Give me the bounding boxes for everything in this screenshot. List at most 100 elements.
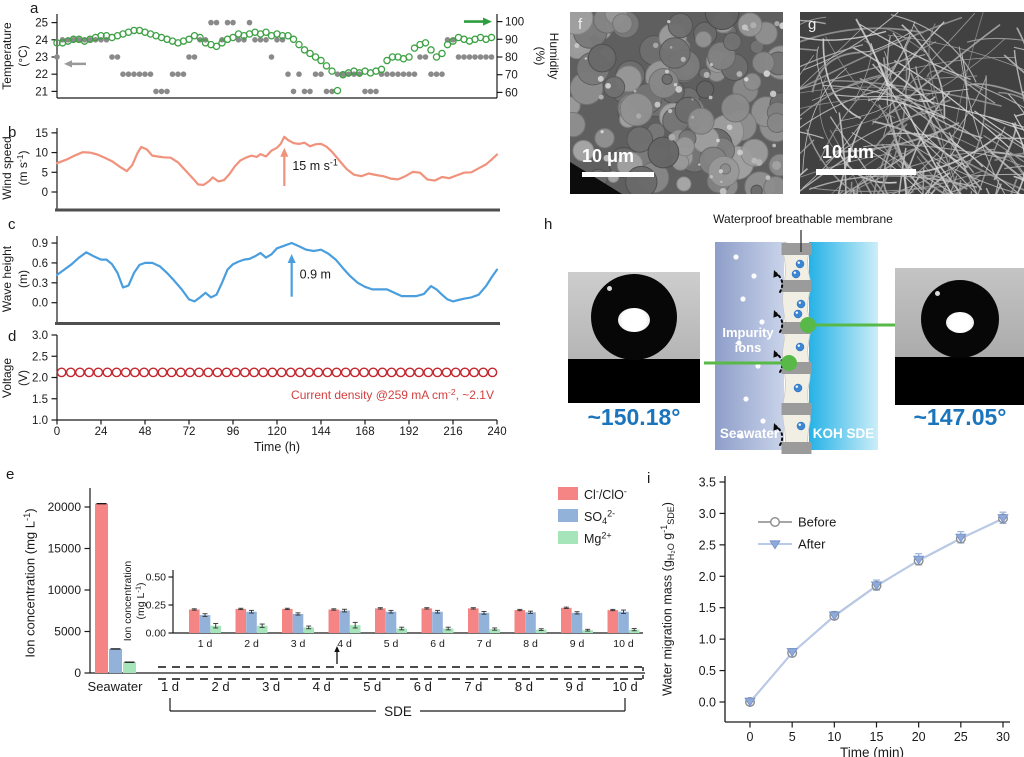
svg-text:0.25: 0.25 bbox=[146, 600, 167, 612]
svg-text:2.0: 2.0 bbox=[32, 373, 48, 385]
svg-text:7 d: 7 d bbox=[477, 638, 492, 650]
contact-angle-photo-right bbox=[895, 268, 1024, 405]
voltage-chart: 1.0 1.5 2.0 2.5 3.0 0 24 48 72 96 120 144 168 192 216 2… bbox=[0, 330, 506, 454]
panel-h-membrane-schematic: h Waterproof breathable membrane Impurit… bbox=[512, 200, 1024, 458]
svg-text:6 d: 6 d bbox=[414, 679, 432, 694]
svg-text:Voltage: Voltage bbox=[0, 358, 14, 398]
svg-text:10: 10 bbox=[35, 148, 48, 160]
panel-label-g: g bbox=[808, 16, 817, 33]
svg-text:25: 25 bbox=[954, 730, 968, 744]
svg-text:4 d: 4 d bbox=[337, 638, 352, 650]
water-droplet bbox=[921, 280, 999, 358]
svg-text:3 d: 3 d bbox=[262, 679, 280, 694]
svg-text:5000: 5000 bbox=[54, 625, 81, 639]
sample-base bbox=[895, 357, 1024, 405]
svg-text:1.5: 1.5 bbox=[32, 394, 48, 406]
svg-text:22: 22 bbox=[35, 69, 48, 81]
contact-angle-value-left: ~150.18° bbox=[587, 404, 681, 430]
svg-text:15: 15 bbox=[870, 730, 884, 744]
svg-text:9 d: 9 d bbox=[565, 679, 583, 694]
panel-c-wave-height-chart: 0.0 0.3 0.6 0.9 Wave height (m) 0.9 m c bbox=[0, 216, 512, 328]
sem-spheres-image bbox=[570, 12, 783, 194]
svg-text:0.3: 0.3 bbox=[32, 278, 48, 290]
svg-text:Cl-/ClO-: Cl-/ClO- bbox=[584, 487, 627, 502]
membrane-schematic-graphic bbox=[704, 230, 897, 454]
svg-text:5 d: 5 d bbox=[363, 679, 381, 694]
contact-angle-value-right: ~147.05° bbox=[913, 404, 1007, 430]
svg-text:Ion concentration: Ion concentration bbox=[122, 561, 134, 642]
svg-text:Seawater: Seawater bbox=[88, 679, 144, 694]
svg-text:Before: Before bbox=[798, 515, 836, 530]
svg-text:60: 60 bbox=[505, 87, 518, 99]
svg-text:15 m s-1: 15 m s-1 bbox=[292, 158, 338, 173]
svg-text:1 d: 1 d bbox=[198, 638, 213, 650]
panel-label-a: a bbox=[30, 0, 39, 17]
svg-text:7 d: 7 d bbox=[464, 679, 482, 694]
panel-f-sem-image: f 10 μm bbox=[570, 12, 783, 194]
svg-text:80: 80 bbox=[505, 52, 518, 64]
panel-g-sem-image: g 10 μm bbox=[800, 12, 1024, 194]
svg-text:192: 192 bbox=[399, 426, 418, 438]
temperature-humidity-chart: 21 22 23 24 25 60 70 80 90 100 Temperature (°C) Humi… bbox=[0, 14, 561, 99]
contact-angle-photo-left bbox=[568, 272, 700, 403]
svg-text:(mg L-1): (mg L-1) bbox=[134, 582, 148, 619]
svg-text:2.0: 2.0 bbox=[699, 570, 716, 584]
svg-text:72: 72 bbox=[183, 426, 196, 438]
svg-text:120: 120 bbox=[267, 426, 286, 438]
svg-text:240: 240 bbox=[487, 426, 506, 438]
scale-bar-label-g: 10 μm bbox=[822, 142, 875, 162]
scale-bar-f bbox=[582, 172, 654, 177]
panel-a-climate-chart: 21 22 23 24 25 60 70 80 90 100 Temperature (°C) Humi… bbox=[0, 0, 562, 106]
svg-text:20: 20 bbox=[912, 730, 926, 744]
panel-label-h: h bbox=[544, 216, 553, 233]
svg-text:30: 30 bbox=[996, 730, 1010, 744]
wind-speed-chart: 0 5 10 15 Wind speed (m s-1) 15 m s-1 bbox=[0, 128, 500, 212]
svg-text:0: 0 bbox=[74, 666, 81, 680]
membrane-label: Waterproof breathable membrane bbox=[713, 212, 893, 226]
svg-text:24: 24 bbox=[95, 426, 108, 438]
svg-text:10 d: 10 d bbox=[612, 679, 637, 694]
svg-text:SDE: SDE bbox=[384, 704, 412, 719]
svg-text:0.6: 0.6 bbox=[32, 258, 48, 270]
panel-e-ion-concentration-chart: 0 5000 10000 15000 20000 Ion concentration (m… bbox=[0, 458, 660, 757]
scale-bar-label-f: 10 μm bbox=[582, 146, 635, 166]
panel-label-b: b bbox=[8, 124, 17, 141]
svg-text:Mg2+: Mg2+ bbox=[584, 531, 612, 546]
svg-text:(°C): (°C) bbox=[16, 45, 30, 66]
panel-label-e: e bbox=[6, 466, 15, 483]
svg-text:168: 168 bbox=[355, 426, 374, 438]
svg-text:1.5: 1.5 bbox=[699, 601, 716, 615]
koh-sde-region-label: KOH SDE bbox=[812, 426, 875, 441]
scale-bar-g bbox=[816, 169, 916, 175]
svg-text:2 d: 2 d bbox=[212, 679, 230, 694]
svg-text:0.5: 0.5 bbox=[699, 664, 716, 678]
svg-text:15000: 15000 bbox=[48, 542, 82, 556]
svg-text:2.5: 2.5 bbox=[699, 538, 716, 552]
svg-text:Temperature: Temperature bbox=[0, 22, 14, 90]
svg-text:8 d: 8 d bbox=[523, 638, 538, 650]
svg-text:216: 216 bbox=[443, 426, 462, 438]
droplet-highlight bbox=[946, 312, 974, 333]
svg-text:Time (h): Time (h) bbox=[254, 440, 300, 454]
svg-text:After: After bbox=[798, 537, 826, 552]
droplet-glint bbox=[935, 291, 940, 296]
svg-text:1.0: 1.0 bbox=[699, 633, 716, 647]
svg-text:21: 21 bbox=[35, 86, 48, 98]
svg-text:5: 5 bbox=[789, 730, 796, 744]
sem-fibers-image bbox=[800, 12, 1024, 194]
panel-label-d: d bbox=[8, 328, 17, 345]
panel-label-i: i bbox=[647, 470, 651, 487]
droplet-highlight bbox=[618, 308, 650, 332]
svg-text:Ion concentration (mg L-1): Ion concentration (mg L-1) bbox=[22, 508, 38, 657]
svg-text:24: 24 bbox=[35, 35, 48, 47]
svg-text:0.50: 0.50 bbox=[146, 572, 167, 584]
svg-text:(m s-1): (m s-1) bbox=[15, 151, 30, 186]
svg-text:9 d: 9 d bbox=[570, 638, 585, 650]
svg-text:(V): (V) bbox=[16, 370, 30, 386]
svg-text:1 d: 1 d bbox=[161, 679, 179, 694]
svg-text:SO42-: SO42- bbox=[584, 509, 615, 526]
water-droplet bbox=[591, 274, 677, 360]
water-migration-chart: 0.0 0.5 1.0 1.5 2.0 2.5 3.0 3.5 0 5 10 15 20 25 30 Time… bbox=[659, 476, 1010, 757]
svg-text:3 d: 3 d bbox=[291, 638, 306, 650]
